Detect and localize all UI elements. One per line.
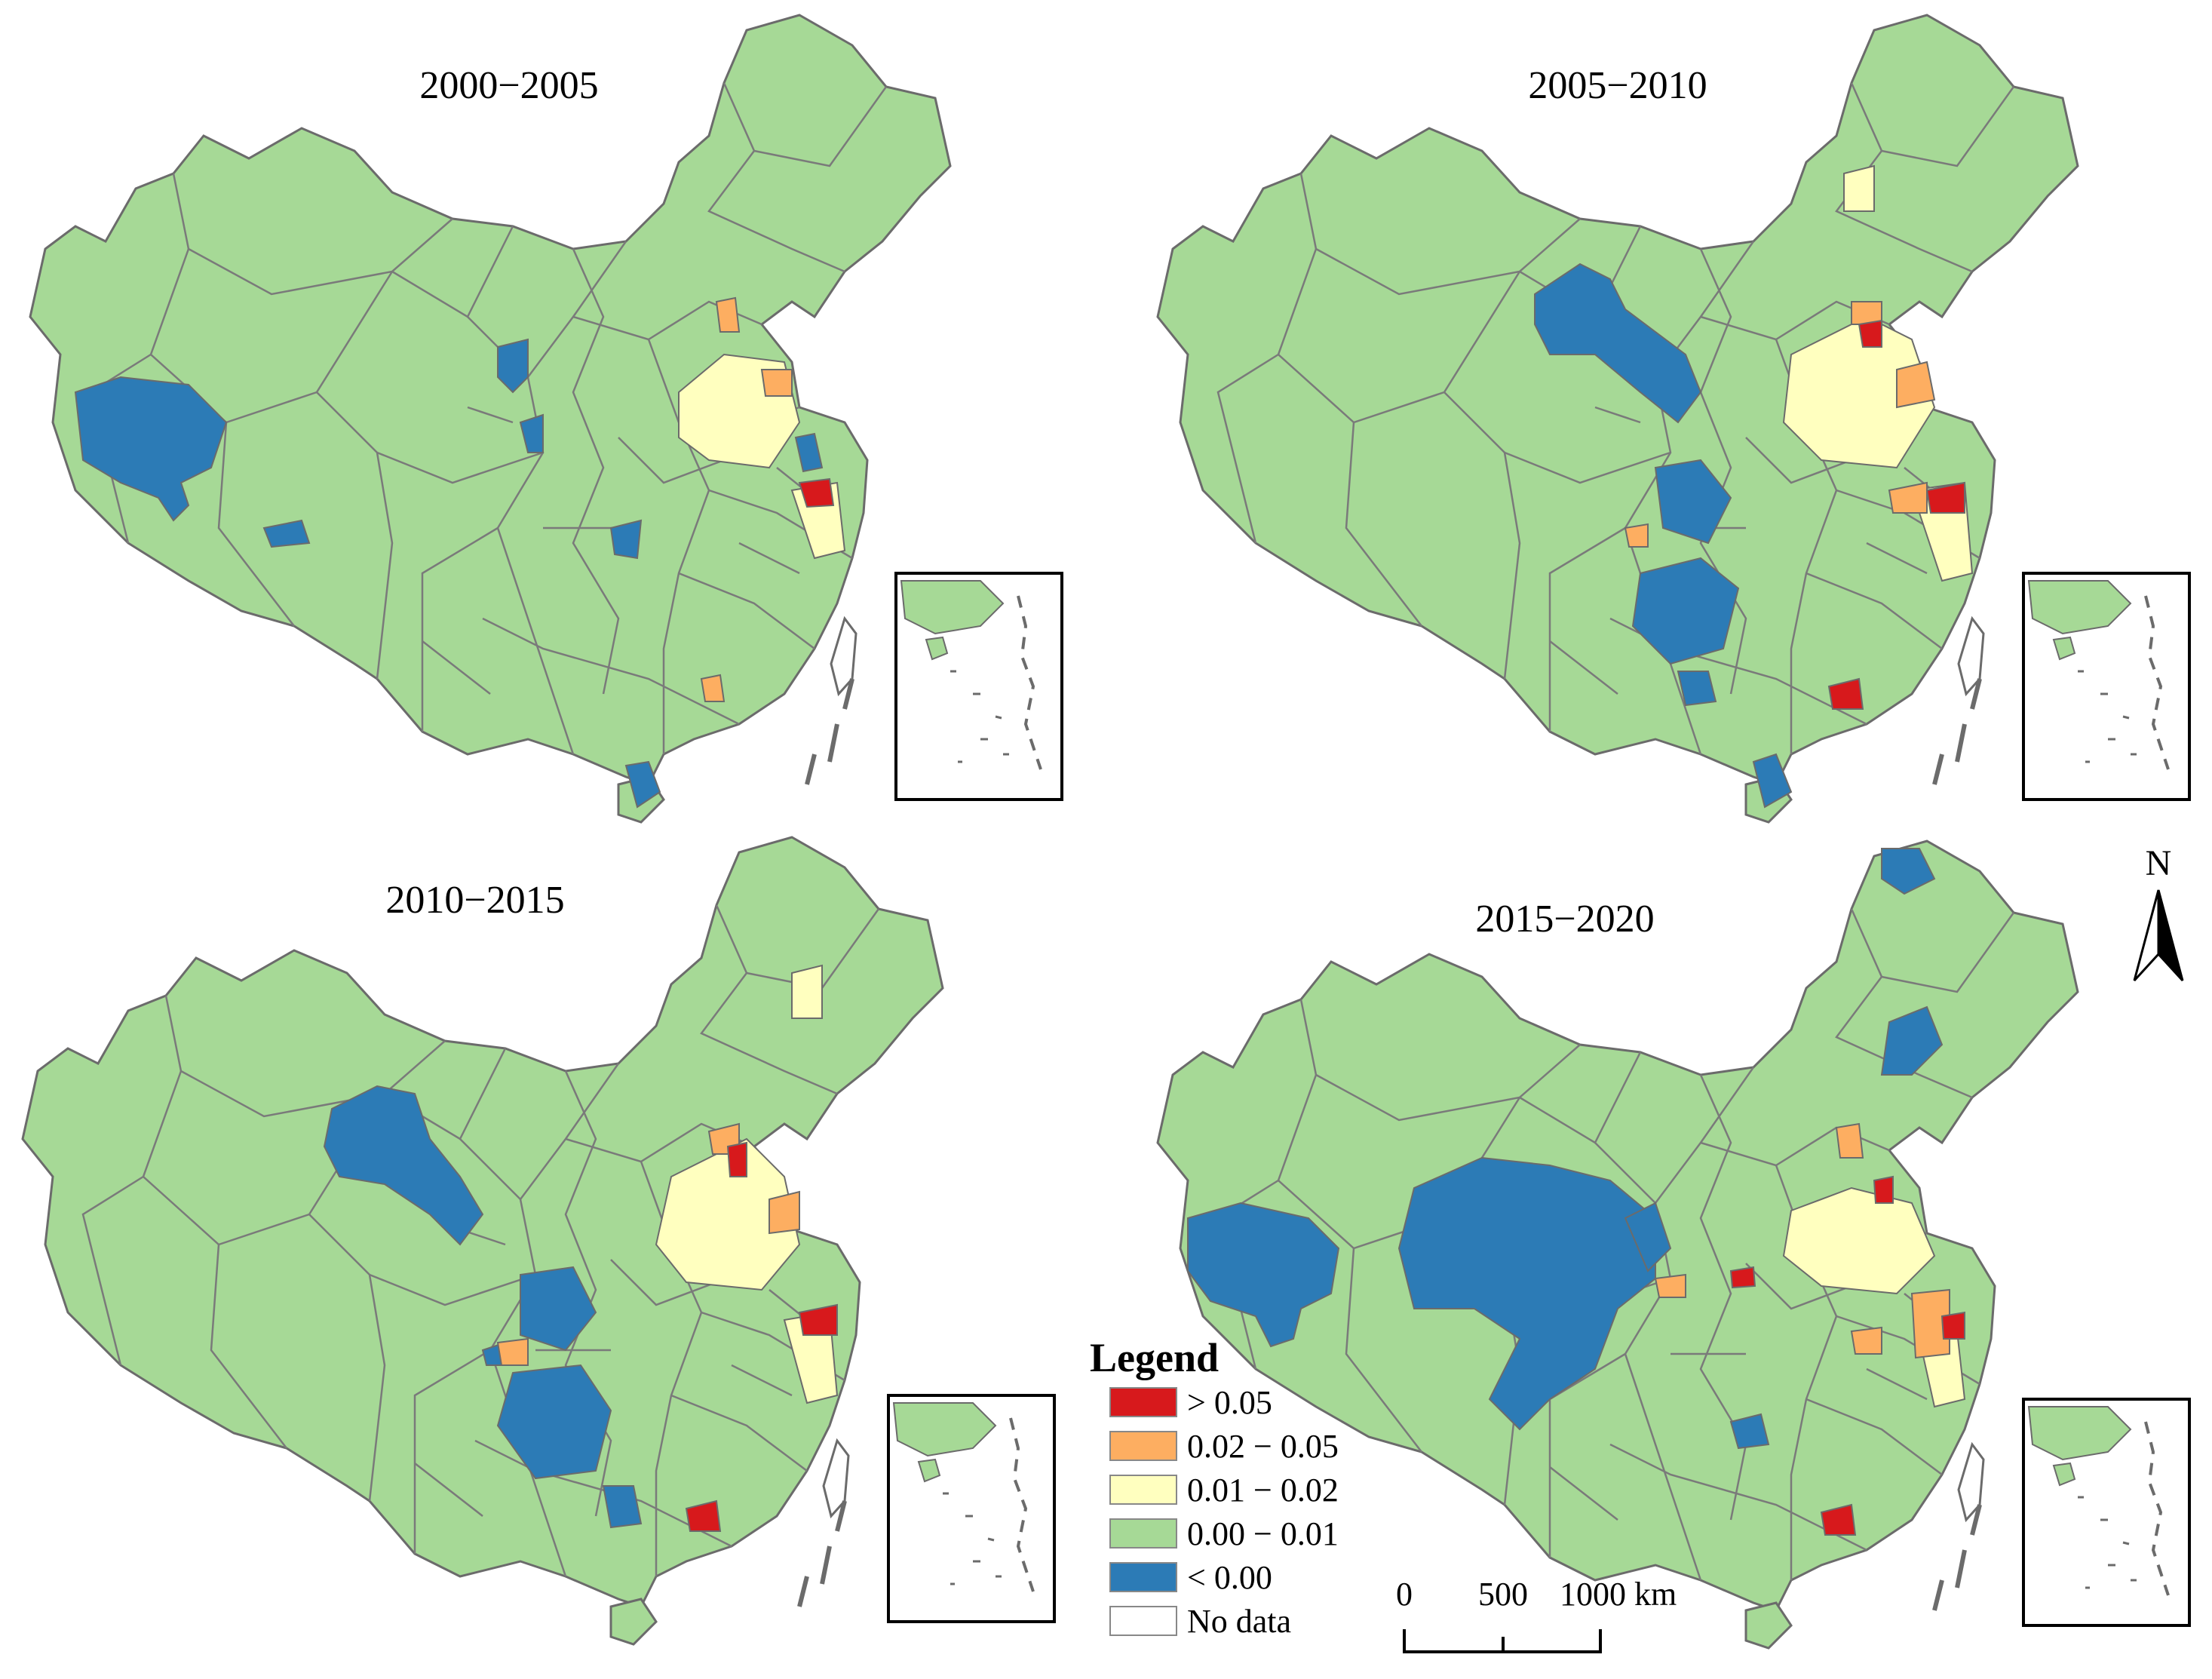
region-mid-high — [1910, 1288, 1950, 1359]
legend-swatch — [1109, 1562, 1177, 1592]
region-negative — [1397, 1156, 1656, 1431]
map-panel-2010-2015: 2010−2015 — [23, 837, 1054, 1644]
region-mid-high — [1850, 1326, 1882, 1355]
region-mid-high — [1888, 481, 1928, 514]
region-negative — [1752, 753, 1793, 809]
region-negative — [1677, 671, 1717, 707]
region-high — [685, 1499, 722, 1532]
region-high — [798, 1303, 838, 1336]
region-mid-high — [1624, 523, 1649, 548]
region-negative — [497, 338, 529, 394]
region-negative — [609, 519, 643, 560]
legend-item-high: > 0.05 — [1109, 1384, 1272, 1421]
region-high — [798, 477, 835, 508]
region-mid-high — [1896, 361, 1936, 409]
legend-item-mid-high: 0.02 − 0.05 — [1109, 1428, 1339, 1465]
legend: Legend > 0.05 0.02 − 0.05 0.01 − 0.02 0.… — [1090, 1335, 1339, 1640]
map-title: 2000−2005 — [419, 64, 598, 107]
region-mid-high — [715, 296, 741, 333]
scale-label: 1000 km — [1560, 1576, 1677, 1613]
region-negative — [1880, 1005, 1944, 1076]
region-negative — [1631, 557, 1740, 665]
region-negative — [1729, 1413, 1770, 1450]
region-negative — [1624, 1202, 1672, 1272]
region-mid-high — [496, 1337, 529, 1366]
region-high — [1729, 1266, 1756, 1289]
region-negative — [1187, 1202, 1340, 1348]
legend-swatch — [1109, 1475, 1177, 1505]
legend-swatch — [1109, 1606, 1177, 1636]
region-negative — [323, 1085, 484, 1246]
region-negative — [74, 376, 228, 522]
region-mid-high — [760, 369, 793, 397]
north-arrow-icon — [2133, 889, 2160, 982]
region-negative — [794, 432, 824, 473]
scale-label: 500 — [1478, 1576, 1528, 1613]
map-panel-2000-2005: 2000−2005 — [30, 15, 1062, 822]
region-high — [726, 1141, 747, 1177]
legend-swatch — [1109, 1518, 1177, 1549]
region-negative — [1654, 459, 1732, 545]
map-title: 2010−2015 — [385, 879, 564, 922]
legend-label: 0.01 − 0.02 — [1187, 1472, 1339, 1509]
region-negative — [496, 1364, 612, 1480]
region-high — [1925, 481, 1965, 514]
region-negative — [1881, 848, 1936, 895]
north-arrow-icon — [2157, 889, 2184, 982]
region-mid — [1782, 1186, 1936, 1295]
region-negative — [519, 413, 544, 453]
region-high — [1858, 319, 1882, 348]
china-basemap — [23, 837, 1054, 1644]
region-mid-high — [1835, 1122, 1864, 1159]
map-panel-2015-2020: 2015−2020 — [1158, 841, 2189, 1648]
legend-label: 0.02 − 0.05 — [1187, 1428, 1339, 1465]
region-negative — [602, 1485, 643, 1529]
legend-swatch — [1109, 1387, 1177, 1417]
legend-item-low: 0.00 − 0.01 — [1109, 1515, 1339, 1552]
region-high — [1940, 1311, 1965, 1340]
legend-item-no-data: No data — [1109, 1603, 1291, 1640]
scale-label: 0 — [1396, 1576, 1413, 1613]
region-mid-high — [769, 1190, 800, 1235]
legend-label: 0.00 − 0.01 — [1187, 1515, 1339, 1552]
region-high — [1827, 677, 1864, 710]
region-mid — [791, 964, 823, 1019]
region-negative — [520, 1266, 597, 1352]
map-panel-2005-2010: 2005−2010 — [1158, 15, 2189, 822]
legend-label: > 0.05 — [1187, 1384, 1272, 1421]
map-title: 2005−2010 — [1528, 64, 1707, 107]
region-negative — [624, 760, 661, 809]
legend-swatch — [1109, 1431, 1177, 1461]
region-mid-high — [1654, 1273, 1686, 1298]
region-negative — [1534, 262, 1702, 424]
legend-title: Legend — [1090, 1335, 1219, 1380]
region-negative — [262, 519, 311, 548]
region-high — [1873, 1175, 1894, 1204]
region-mid — [1843, 164, 1875, 212]
scale-line — [1403, 1629, 1602, 1653]
legend-item-mid: 0.01 − 0.02 — [1109, 1472, 1339, 1509]
map-title: 2015−2020 — [1475, 898, 1654, 941]
region-mid — [655, 1137, 801, 1291]
legend-label: < 0.00 — [1187, 1559, 1272, 1596]
legend-item-negative: < 0.00 — [1109, 1559, 1272, 1596]
north-arrow: N — [2133, 843, 2184, 982]
scale-bar: 0 500 1000 km — [1396, 1576, 1677, 1653]
legend-label: No data — [1187, 1603, 1291, 1640]
region-high — [1820, 1503, 1857, 1536]
region-mid-high — [700, 674, 726, 702]
north-label: N — [2146, 843, 2172, 883]
